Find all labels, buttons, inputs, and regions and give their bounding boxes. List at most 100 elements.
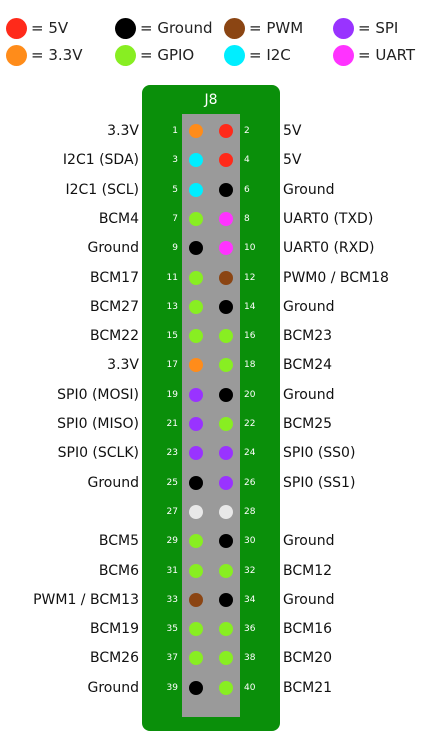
pin-4-dot-icon — [219, 153, 233, 168]
pin-14-dot-icon — [219, 299, 233, 314]
pin-32-dot-icon — [219, 563, 233, 578]
pin-14-label: Ground — [283, 298, 335, 315]
pin-33-number: 33 — [166, 594, 178, 605]
pin-12-dot-icon — [219, 270, 233, 285]
pin-row: 27 28 — [0, 501, 428, 523]
legend-item-spi: = SPI — [333, 17, 398, 39]
pin-35-label: BCM19 — [89, 621, 139, 638]
pin-35-number: 35 — [166, 624, 178, 635]
pin-10-number: 10 — [244, 243, 256, 254]
pin-row: BCM22 15 16 BCM23 — [0, 325, 428, 347]
pin-10-label: UART0 (RXD) — [283, 240, 375, 257]
pin-35-dot-icon — [189, 622, 203, 637]
pin-20-dot-icon — [219, 387, 233, 402]
pin-16-number: 16 — [244, 331, 256, 342]
pin-23-label: SPI0 (SCLK) — [57, 445, 139, 462]
legend-spi-dot-icon — [333, 17, 354, 39]
pin-1-label: 3.3V — [107, 123, 139, 139]
pin-5-label: I2C1 (SCL) — [65, 181, 139, 198]
pin-17-label: 3.3V — [107, 357, 139, 374]
pin-33-label: PWM1 / BCM13 — [33, 591, 139, 608]
pin-37-dot-icon — [189, 651, 203, 666]
pin-40-label: BCM21 — [283, 679, 333, 696]
pin-23-number: 23 — [166, 448, 178, 459]
pin-31-label: BCM6 — [98, 562, 139, 579]
legend-item-3v3: = 3.3V — [6, 44, 82, 66]
pin-30-label: Ground — [283, 533, 335, 550]
pin-34-number: 34 — [244, 594, 256, 605]
pin-20-number: 20 — [244, 389, 256, 400]
legend: = 5V = Ground = PWM = SPI = 3.3V = GPIO … — [0, 0, 428, 80]
pin-row: BCM26 37 38 BCM20 — [0, 647, 428, 669]
pin-8-dot-icon — [219, 211, 233, 226]
legend-3v3-label: = 3.3V — [31, 46, 83, 64]
pin-19-label: SPI0 (MOSI) — [57, 386, 139, 403]
pin-row: I2C1 (SDA) 3 4 5V — [0, 149, 428, 171]
pin-28-number: 28 — [244, 506, 256, 517]
pin-39-number: 39 — [166, 682, 178, 693]
pin-2-label: 5V — [283, 123, 302, 139]
pin-12-number: 12 — [244, 272, 256, 283]
pin-row: SPI0 (MOSI) 19 20 Ground — [0, 384, 428, 406]
pin-2-dot-icon — [219, 124, 233, 138]
pin-19-dot-icon — [189, 387, 203, 402]
pin-26-dot-icon — [219, 475, 233, 490]
pin-5-dot-icon — [189, 182, 203, 197]
pin-32-label: BCM12 — [283, 562, 333, 579]
pin-37-label: BCM26 — [89, 650, 139, 667]
legend-gpio-label: = GPIO — [140, 46, 195, 64]
pin-row: BCM6 31 32 BCM12 — [0, 560, 428, 582]
pin-row: Ground 39 40 BCM21 — [0, 677, 428, 699]
pin-25-dot-icon — [189, 475, 203, 490]
pin-40-number: 40 — [244, 682, 256, 693]
pin-row: Ground 9 10 UART0 (RXD) — [0, 237, 428, 259]
pin-8-number: 8 — [244, 213, 250, 224]
pin-18-label: BCM24 — [283, 357, 333, 374]
legend-item-pwm: = PWM — [224, 17, 303, 39]
pin-25-label: Ground — [87, 474, 140, 491]
legend-gpio-dot-icon — [115, 44, 136, 66]
pin-13-label: BCM27 — [89, 298, 139, 315]
legend-5v-dot-icon — [6, 17, 27, 39]
pin-9-dot-icon — [189, 241, 203, 256]
pin-29-dot-icon — [189, 534, 203, 549]
pin-6-dot-icon — [219, 182, 233, 197]
pin-24-number: 24 — [244, 448, 256, 459]
header-title: J8 — [204, 92, 218, 108]
pin-30-number: 30 — [244, 536, 256, 547]
pin-11-label: BCM17 — [89, 269, 139, 286]
pin-21-number: 21 — [166, 419, 178, 429]
pin-5-number: 5 — [172, 184, 178, 195]
pin-21-dot-icon — [189, 417, 203, 431]
legend-3v3-dot-icon — [6, 44, 27, 66]
pin-22-dot-icon — [219, 417, 233, 431]
legend-5v-label: = 5V — [31, 19, 69, 37]
pin-7-label: BCM4 — [98, 210, 139, 227]
pin-row: BCM19 35 36 BCM16 — [0, 618, 428, 640]
pin-24-dot-icon — [219, 446, 233, 461]
pin-17-dot-icon — [189, 358, 203, 373]
pin-7-dot-icon — [189, 211, 203, 226]
legend-i2c-label: = I2C — [249, 46, 291, 64]
legend-i2c-dot-icon — [224, 44, 245, 66]
pin-20-label: Ground — [283, 386, 335, 403]
legend-pwm-dot-icon — [224, 17, 245, 39]
pin-28-dot-icon — [219, 504, 233, 519]
pin-36-label: BCM16 — [283, 621, 333, 638]
pin-1-number: 1 — [172, 126, 178, 136]
pin-11-dot-icon — [189, 270, 203, 285]
pin-38-label: BCM20 — [283, 650, 333, 667]
pin-18-number: 18 — [244, 360, 256, 371]
legend-uart-dot-icon — [333, 44, 354, 66]
pin-24-label: SPI0 (SS0) — [283, 445, 356, 462]
pin-1-dot-icon — [189, 124, 203, 138]
pin-27-dot-icon — [189, 504, 203, 519]
pin-27-number: 27 — [166, 506, 178, 517]
legend-ground-label: = Ground — [140, 19, 213, 37]
pin-33-dot-icon — [189, 592, 203, 607]
pin-36-number: 36 — [244, 624, 256, 635]
pin-row: SPI0 (SCLK) 23 24 SPI0 (SS0) — [0, 442, 428, 464]
pin-3-label: I2C1 (SDA) — [62, 152, 139, 169]
pin-34-label: Ground — [283, 591, 335, 608]
pin-30-dot-icon — [219, 534, 233, 549]
